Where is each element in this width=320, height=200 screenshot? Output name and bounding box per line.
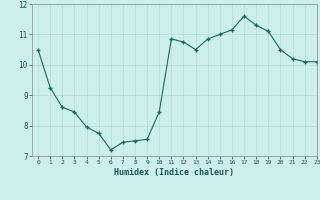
X-axis label: Humidex (Indice chaleur): Humidex (Indice chaleur) bbox=[115, 168, 234, 177]
